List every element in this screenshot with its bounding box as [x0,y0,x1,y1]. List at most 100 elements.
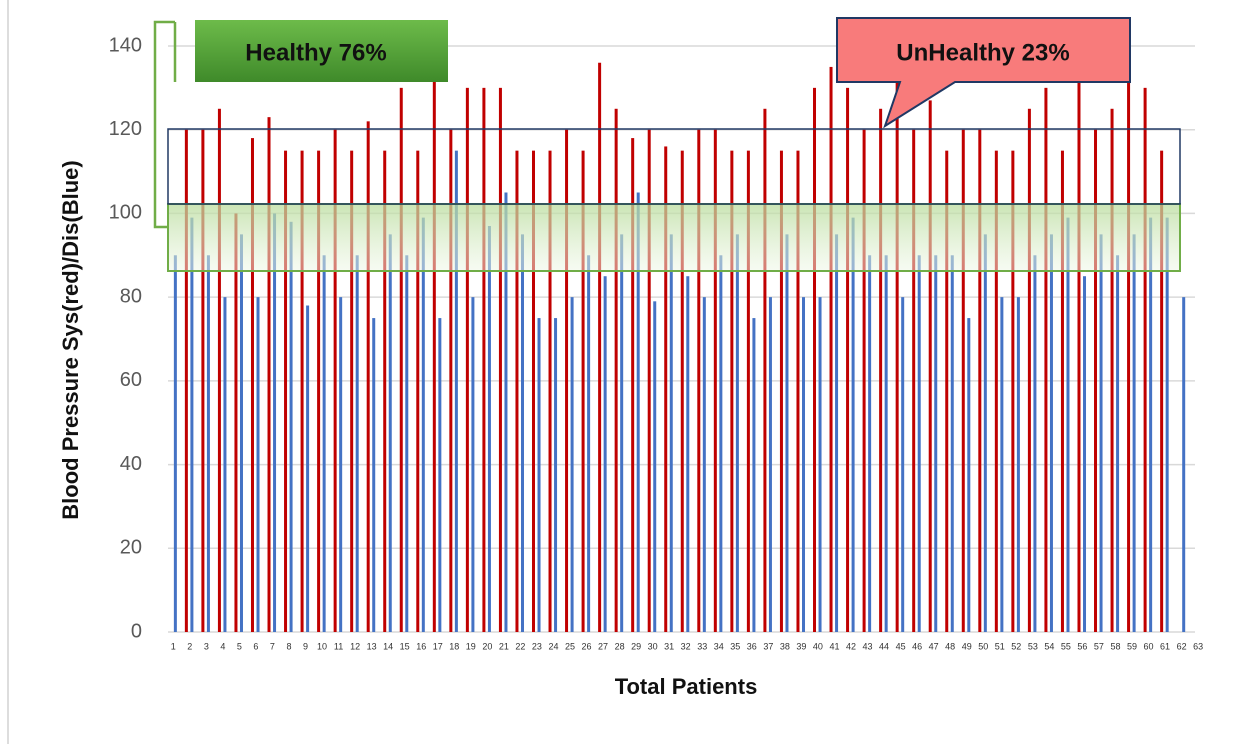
x-tick-label: 46 [912,641,922,651]
x-tick-label: 62 [1177,641,1187,651]
healthy-label: Healthy 76% [245,39,386,66]
unhealthy-callout [836,17,1131,129]
bar [669,234,673,632]
bar [1132,234,1136,632]
x-tick-label: 35 [730,641,740,651]
x-tick-label: 30 [648,641,658,651]
bar [719,255,723,633]
bar [598,62,602,632]
x-tick-label: 17 [433,641,443,651]
x-tick-label: 40 [813,641,823,651]
x-tick-label: 1 [171,641,176,651]
bar [190,217,194,632]
bar [250,138,254,633]
bar [173,255,177,633]
bar [895,66,899,632]
x-tick-label: 55 [1061,641,1071,651]
x-tick-label: 3 [204,641,209,651]
x-tick-label: 14 [383,641,393,651]
bar [206,255,210,633]
bar [217,108,221,633]
bar [1033,255,1037,633]
bar [1066,217,1070,632]
x-tick-label: 41 [829,641,839,651]
bar [735,234,739,632]
bar [1127,66,1131,632]
bar [399,87,403,633]
bar [1077,66,1081,632]
x-tick-label: 13 [367,641,377,651]
bar [636,192,640,632]
x-tick-label: 18 [449,641,459,651]
x-tick-label: 47 [929,641,939,651]
bar [548,150,552,632]
x-tick-label: 56 [1077,641,1087,651]
bar [862,129,866,632]
x-tick-label: 58 [1110,641,1120,651]
x-tick-label: 49 [962,641,972,651]
x-tick-label: 6 [253,641,258,651]
x-tick-label: 27 [598,641,608,651]
x-tick-label: 39 [796,641,806,651]
bar [454,150,458,632]
bar [223,297,227,632]
bar [201,129,205,632]
bar [471,297,475,632]
bar [994,150,998,632]
x-tick-label: 50 [978,641,988,651]
bar [1044,87,1048,633]
bar [730,150,734,632]
unhealthy-range [167,128,1181,205]
y-axis-title: Blood Pressure Sys(red)/Dis(Blue) [58,160,83,519]
bar [1094,129,1098,632]
bar [945,150,949,632]
bar [901,297,905,632]
bar [961,129,965,632]
bar [653,301,657,632]
x-tick-label: 10 [317,641,327,651]
x-tick-label: 24 [548,641,558,651]
x-tick-label: 33 [697,641,707,651]
bar [702,297,706,632]
x-tick-label: 60 [1144,641,1154,651]
x-tick-label: 29 [631,641,641,651]
bar [620,234,624,632]
bar [570,297,574,632]
bar [978,129,982,632]
bar [934,255,938,633]
bar [239,234,243,632]
bar [565,129,569,632]
bar [802,297,806,632]
bar [383,150,387,632]
bar [829,66,833,632]
bar [1165,217,1169,632]
x-tick-label: 38 [780,641,790,651]
x-tick-label: 15 [400,641,410,651]
x-tick-label: 11 [334,641,343,651]
bar [647,129,651,632]
bar [1143,87,1147,633]
x-tick-label: 7 [270,641,275,651]
bracket [153,20,177,229]
bar [531,150,535,632]
x-tick-label: 16 [416,641,426,651]
bar [256,297,260,632]
bar [284,150,288,632]
bar [917,255,921,633]
bar [366,121,370,632]
bar [697,129,701,632]
bar [1083,276,1087,632]
bar [438,318,442,632]
x-tick-label: 54 [1044,641,1054,651]
y-tick-label: 0 [131,620,142,642]
x-tick-label: 43 [863,641,873,651]
bar [912,129,916,632]
y-tick-label: 60 [120,369,142,391]
bar [333,129,337,632]
x-tick-label: 4 [220,641,225,651]
x-tick-label: 44 [879,641,889,651]
bar [664,146,668,632]
bar [950,255,954,633]
y-tick-label: 120 [109,118,142,140]
bar [355,255,359,633]
